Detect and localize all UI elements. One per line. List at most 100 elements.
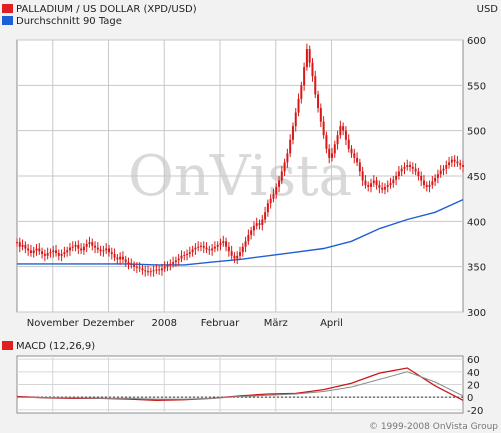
price-body	[163, 266, 166, 269]
price-body	[400, 168, 403, 172]
price-body	[347, 139, 350, 149]
price-body	[205, 247, 208, 250]
price-body	[422, 180, 425, 186]
price-body	[434, 177, 437, 182]
price-body	[453, 159, 456, 162]
price-body	[436, 174, 439, 178]
main-y-axis: 300 350 400 450 500 550 600	[467, 36, 486, 319]
price-body	[77, 244, 80, 249]
price-body	[370, 183, 373, 187]
price-body	[291, 126, 294, 140]
price-body	[160, 268, 163, 271]
price-body	[361, 171, 364, 181]
price-body	[180, 255, 183, 259]
macd-lines	[16, 367, 464, 401]
y-tick-label: 300	[467, 308, 486, 319]
price-body	[211, 248, 214, 251]
price-body	[275, 186, 278, 195]
price-body	[158, 269, 161, 271]
price-body	[272, 194, 275, 199]
price-body	[213, 246, 216, 249]
price-body	[41, 251, 44, 254]
price-body	[439, 170, 442, 175]
macd-y-axis: -20 020 40 60	[467, 355, 483, 417]
price-body	[241, 246, 244, 253]
legend-swatch-average	[2, 16, 13, 25]
macd-y-tick-label: 20	[467, 381, 480, 392]
price-body	[252, 225, 255, 231]
price-body	[250, 230, 253, 235]
y-tick-label: 350	[467, 263, 486, 274]
price-body	[456, 161, 459, 164]
price-body	[202, 245, 205, 248]
price-body	[261, 219, 264, 225]
price-body	[319, 108, 322, 122]
price-body	[244, 241, 247, 247]
price-body	[386, 185, 389, 187]
price-body	[110, 252, 113, 254]
price-body	[381, 187, 384, 190]
price-body	[152, 270, 155, 272]
price-body	[55, 250, 58, 254]
price-body	[266, 203, 269, 213]
price-body	[96, 247, 99, 250]
price-body	[336, 135, 339, 145]
price-body	[121, 256, 124, 260]
x-tick-label: Februar	[201, 318, 240, 329]
price-body	[208, 249, 211, 251]
main-x-axis: November Dezember 2008 Februar März April	[27, 318, 343, 329]
price-body	[71, 246, 74, 248]
price-body	[300, 85, 303, 99]
price-body	[91, 242, 94, 246]
price-body	[350, 148, 353, 154]
price-body	[68, 247, 71, 251]
price-body	[16, 242, 18, 244]
price-body	[38, 248, 41, 252]
x-tick-label: März	[264, 318, 288, 329]
price-body	[353, 153, 356, 158]
price-body	[66, 250, 69, 253]
price-body	[74, 244, 77, 247]
currency-label: USD	[477, 4, 499, 15]
price-body	[172, 262, 175, 264]
price-body	[155, 269, 158, 271]
price-body	[294, 112, 297, 127]
price-body	[135, 266, 138, 268]
price-body	[227, 246, 230, 252]
price-body	[378, 185, 381, 188]
price-body	[403, 166, 406, 169]
price-body	[258, 223, 261, 225]
price-body	[411, 166, 414, 169]
price-body	[105, 248, 108, 251]
price-body	[60, 253, 63, 256]
price-body	[236, 255, 239, 259]
macd-y-tick-label: 0	[467, 393, 473, 404]
price-body	[169, 263, 172, 265]
price-body	[119, 256, 122, 260]
y-tick-label: 550	[467, 81, 486, 92]
price-body	[389, 183, 392, 186]
copyright-footer: © 1999-2008 OnVista Group	[369, 422, 498, 432]
price-body	[450, 159, 453, 163]
price-body	[397, 171, 400, 176]
price-body	[149, 271, 152, 273]
price-body	[278, 180, 281, 187]
price-body	[308, 49, 311, 63]
price-body	[264, 212, 267, 220]
price-body	[197, 246, 200, 248]
price-body	[130, 263, 133, 265]
legend-swatch-macd	[2, 341, 13, 350]
price-body	[199, 245, 202, 247]
price-body	[63, 252, 66, 254]
price-body	[85, 244, 88, 247]
price-body	[239, 252, 241, 256]
price-body	[46, 253, 49, 256]
price-body	[428, 185, 431, 187]
price-body	[133, 264, 136, 267]
price-body	[462, 165, 464, 167]
macd-y-tick-label: 60	[467, 355, 480, 366]
price-body	[186, 253, 189, 255]
series-line-signal	[16, 371, 464, 400]
